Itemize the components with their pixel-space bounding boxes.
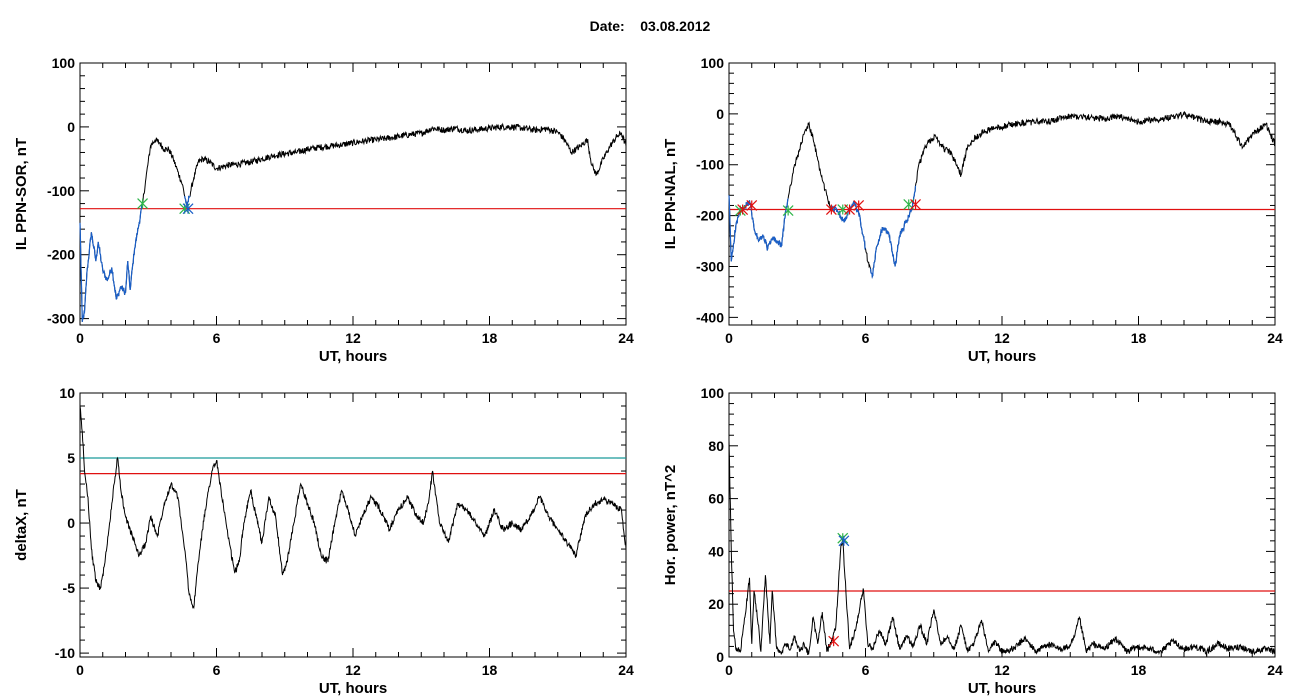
series-line	[728, 440, 1276, 657]
y-axis-title: IL PPN-NAL, nT	[662, 139, 679, 250]
y-tick-label: 0	[67, 515, 75, 531]
plot-frame	[79, 62, 627, 326]
event-marker	[782, 205, 794, 216]
y-tick-label: -400	[696, 309, 724, 325]
x-tick-label: 18	[482, 330, 498, 346]
event-marker	[853, 200, 865, 211]
x-tick-label: 0	[76, 330, 84, 346]
y-tick-label: 0	[716, 649, 724, 665]
series-line	[728, 110, 1276, 279]
x-tick-label: 24	[618, 330, 634, 346]
y-tick-label: -300	[47, 311, 75, 327]
y-tick-label: 5	[67, 450, 75, 466]
series-line	[79, 405, 627, 610]
event-marker	[825, 204, 837, 215]
event-marker	[137, 198, 148, 210]
x-tick-label: 6	[213, 662, 221, 678]
y-tick-label: 20	[708, 596, 724, 612]
x-tick-label: 24	[618, 662, 634, 678]
event-marker	[746, 200, 758, 211]
x-tick-label: 6	[862, 330, 870, 346]
chart-panel-2: 0 6 12 18 24 -400 -300 -200 -100 0 100 UT, hours IL …	[662, 55, 1283, 365]
x-tick-label: 6	[213, 330, 221, 346]
chart-panel-4: 0 6 12 18 24 0 20 40 60 80 100 UT, hours Hor. power,…	[662, 385, 1283, 697]
chart-header: Date: 03.08.2012	[0, 18, 1300, 34]
selected-segment	[79, 202, 143, 322]
y-tick-label: -200	[696, 208, 724, 224]
plot-frame	[728, 62, 1276, 326]
x-tick-label: 18	[1131, 662, 1147, 678]
event-marker	[844, 204, 855, 215]
selected-segment	[184, 195, 191, 207]
x-tick-label: 24	[1267, 330, 1283, 346]
y-tick-label: 10	[59, 385, 75, 401]
y-tick-label: -5	[63, 580, 76, 596]
y-tick-label: -100	[47, 183, 75, 199]
y-tick-label: 100	[701, 55, 725, 71]
selected-segment	[869, 185, 917, 280]
x-tick-label: 18	[1131, 330, 1147, 346]
event-marker	[737, 204, 749, 215]
x-axis-title: UT, hours	[319, 348, 387, 365]
x-axis-title: UT, hours	[968, 348, 1036, 365]
x-axis-title: UT, hours	[319, 680, 387, 697]
y-axis-title: Hor. power, nT^2	[662, 465, 679, 585]
y-axis-title: IL PPN-SOR, nT	[13, 138, 30, 250]
plot-frame	[79, 392, 627, 658]
y-axis-title: deltaX, nT	[13, 489, 30, 561]
x-tick-label: 0	[725, 330, 733, 346]
x-axis-title: UT, hours	[968, 680, 1036, 697]
series-line	[79, 122, 627, 322]
y-tick-label: 0	[716, 106, 724, 122]
x-tick-label: 12	[345, 662, 361, 678]
date-value: 03.08.2012	[640, 18, 711, 34]
y-tick-label: -100	[696, 157, 724, 173]
plot-frame	[728, 392, 1276, 658]
y-tick-label: -200	[47, 247, 75, 263]
x-tick-label: 24	[1267, 662, 1283, 678]
event-marker	[828, 635, 840, 647]
y-tick-label: -300	[696, 258, 724, 274]
y-tick-label: 80	[708, 438, 724, 454]
y-tick-label: 0	[67, 119, 75, 135]
selected-segment	[728, 195, 789, 262]
x-tick-label: 12	[994, 330, 1010, 346]
chart-panel-3: 0 6 12 18 24 -10 -5 0 5 10 UT, hours deltaX, nT	[13, 385, 634, 697]
y-tick-label: 100	[701, 385, 725, 401]
date-label: Date:	[589, 18, 625, 34]
event-marker	[182, 203, 194, 215]
y-tick-label: 60	[708, 491, 724, 507]
y-tick-label: 100	[52, 55, 76, 71]
x-tick-label: 18	[482, 662, 498, 678]
y-tick-label: -10	[55, 645, 75, 661]
chart-panel-1: 0 6 12 18 24 -300 -200 -100 0 100 UT, hours IL PPN-…	[13, 55, 634, 365]
y-tick-label: 40	[708, 543, 724, 559]
event-marker	[910, 199, 921, 210]
x-tick-label: 12	[994, 662, 1010, 678]
x-tick-label: 0	[725, 662, 733, 678]
event-marker	[838, 535, 850, 547]
x-tick-label: 12	[345, 330, 361, 346]
x-tick-label: 0	[76, 662, 84, 678]
x-tick-label: 6	[862, 662, 870, 678]
